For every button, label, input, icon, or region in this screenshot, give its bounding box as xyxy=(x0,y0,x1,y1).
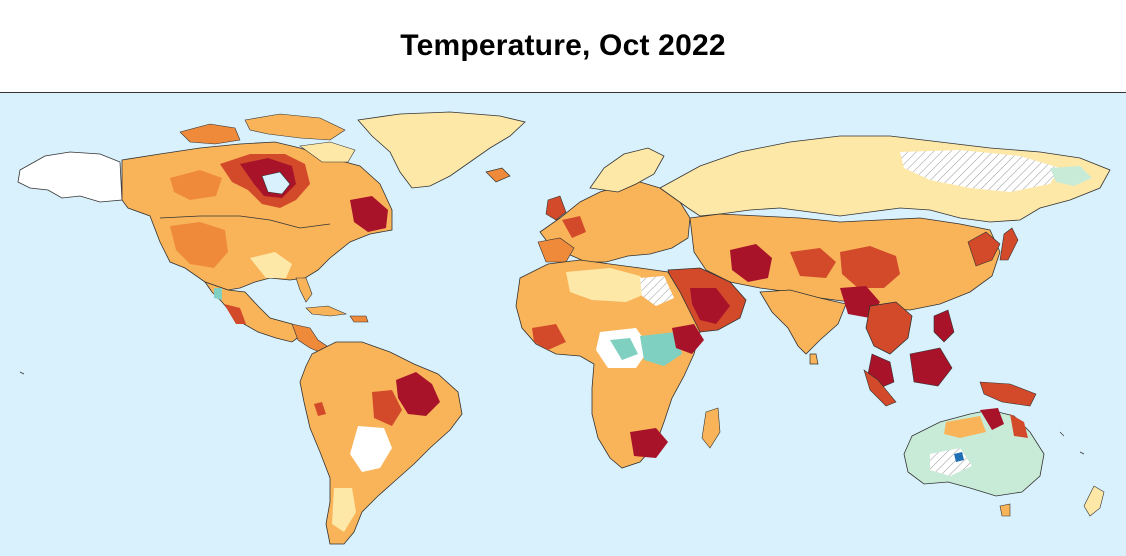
africa xyxy=(515,259,721,469)
sahara-hatched xyxy=(640,276,674,306)
japan xyxy=(999,227,1019,261)
iberia xyxy=(537,237,575,263)
australia-cold-spot xyxy=(954,452,964,462)
usa-west-warm xyxy=(170,222,228,268)
arctic-islands-3 xyxy=(299,141,356,163)
west-africa-hot xyxy=(532,324,566,350)
australia-base xyxy=(903,409,1045,497)
mexico-hot xyxy=(224,304,246,324)
pacific-islands xyxy=(19,371,1085,455)
borneo xyxy=(909,347,953,387)
philippines xyxy=(933,309,955,343)
greenland xyxy=(357,111,526,189)
south-america xyxy=(299,341,463,545)
map-frame xyxy=(0,92,1126,556)
northwest-hot-spot xyxy=(170,170,222,200)
brazil-extreme xyxy=(396,372,440,416)
sahara-light xyxy=(566,268,650,302)
korea-japan-hot xyxy=(967,231,1001,267)
uk xyxy=(545,195,567,221)
sumatra xyxy=(863,369,897,407)
new-zealand xyxy=(1083,485,1105,517)
australia-north-warm xyxy=(944,416,986,438)
florida xyxy=(295,277,313,303)
australia xyxy=(903,408,1105,517)
australia-north-hot xyxy=(980,408,1004,430)
hudson-bay xyxy=(261,171,291,195)
usa-central-light xyxy=(250,252,292,278)
canada-us-border xyxy=(159,215,331,229)
tibet-hot xyxy=(790,248,836,278)
se-asia xyxy=(865,301,913,355)
central-africa-cool xyxy=(610,338,638,360)
south-america-neutral xyxy=(350,426,392,472)
cuba xyxy=(305,305,348,317)
france-hot xyxy=(562,216,586,238)
siberia-hatched xyxy=(900,150,1060,192)
india xyxy=(759,289,847,355)
peru-hot xyxy=(314,402,326,416)
tasmania xyxy=(999,503,1011,517)
world-temperature-map xyxy=(0,92,1126,556)
scandinavia xyxy=(589,147,665,193)
quebec-hot-zone xyxy=(350,196,388,232)
australia-ne-hot xyxy=(1010,414,1028,438)
southern-africa-extreme xyxy=(630,428,668,458)
new-guinea xyxy=(979,381,1037,407)
patagonia-light xyxy=(332,488,356,532)
mexico-cool xyxy=(214,288,222,300)
small-islands xyxy=(19,167,1085,455)
north-america xyxy=(17,113,393,355)
china-hot xyxy=(840,246,900,288)
sri-lanka xyxy=(809,353,819,365)
arctic-islands xyxy=(179,123,241,145)
title-area: Temperature, Oct 2022 xyxy=(0,0,1126,92)
siberia-cool xyxy=(1050,166,1092,186)
map-title: Temperature, Oct 2022 xyxy=(400,29,726,62)
arabia-extreme xyxy=(690,288,730,324)
europe xyxy=(537,147,691,263)
brazil-hot xyxy=(372,390,402,426)
alaska xyxy=(17,151,123,203)
east-africa-cool xyxy=(640,332,682,366)
horn-extreme xyxy=(672,324,704,354)
madagascar xyxy=(701,407,721,449)
arctic-islands-2 xyxy=(244,113,346,141)
iran-extreme xyxy=(730,244,772,282)
iceland xyxy=(485,167,511,183)
hispaniola xyxy=(349,315,369,323)
